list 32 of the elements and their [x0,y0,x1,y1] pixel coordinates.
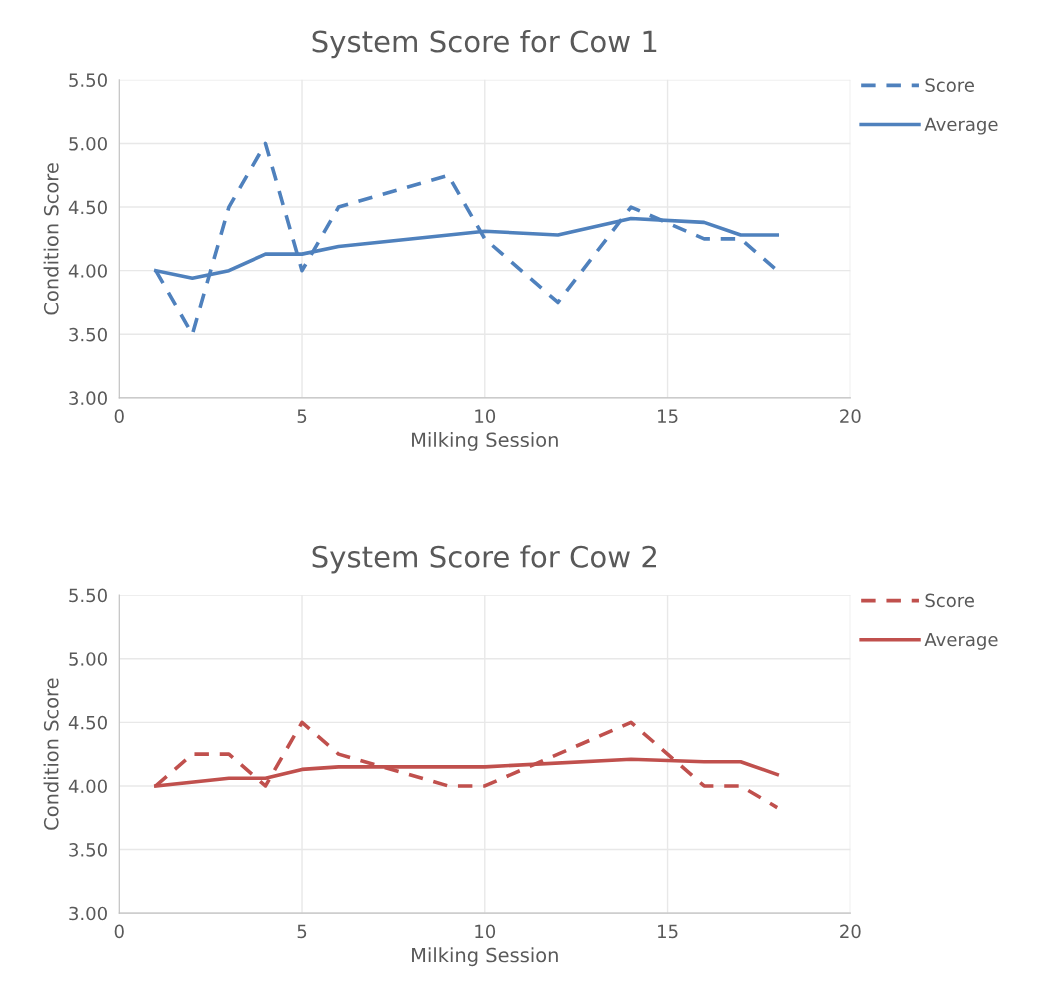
legend-label: Average [924,632,998,650]
x-tick-label: 20 [840,924,861,939]
y-tick-label: 4.50 [68,200,107,215]
x-axis-title: Milking Session [412,432,558,451]
y-tick-label: 5.50 [69,73,107,87]
y-tick-label: 3.00 [69,391,107,406]
x-tick-label: 20 [840,409,861,423]
legend-label: Score [925,593,974,608]
y-tick-label: 4.50 [68,715,107,730]
chart-title: System Score for Cow 1 [312,29,657,59]
y-tick-label: 3.50 [69,843,107,857]
y-tick-label: 3.00 [69,906,107,921]
y-tick-label: 5.00 [69,652,107,666]
x-tick-label: 0 [114,409,124,423]
y-tick-label: 4.00 [68,779,107,794]
legend-label: Average [924,117,998,135]
x-tick-label: 10 [475,409,496,423]
x-tick-label: 5 [297,924,307,939]
x-axis-title: Milking Session [412,947,558,967]
y-tick-label: 4.00 [68,264,107,278]
x-tick-label: 5 [297,409,307,423]
y-axis-title: Condition Score [43,163,59,315]
legend-label: Score [925,78,974,92]
x-tick-label: 0 [114,924,124,939]
x-tick-label: 15 [658,409,678,423]
x-tick-label: 10 [475,924,496,939]
y-tick-label: 5.00 [69,136,107,151]
y-axis-title: Condition Score [43,678,59,830]
chart-title: System Score for Cow 2 [312,545,656,574]
y-tick-label: 3.50 [69,327,107,342]
x-tick-label: 15 [658,924,678,939]
y-tick-label: 5.50 [69,588,107,603]
